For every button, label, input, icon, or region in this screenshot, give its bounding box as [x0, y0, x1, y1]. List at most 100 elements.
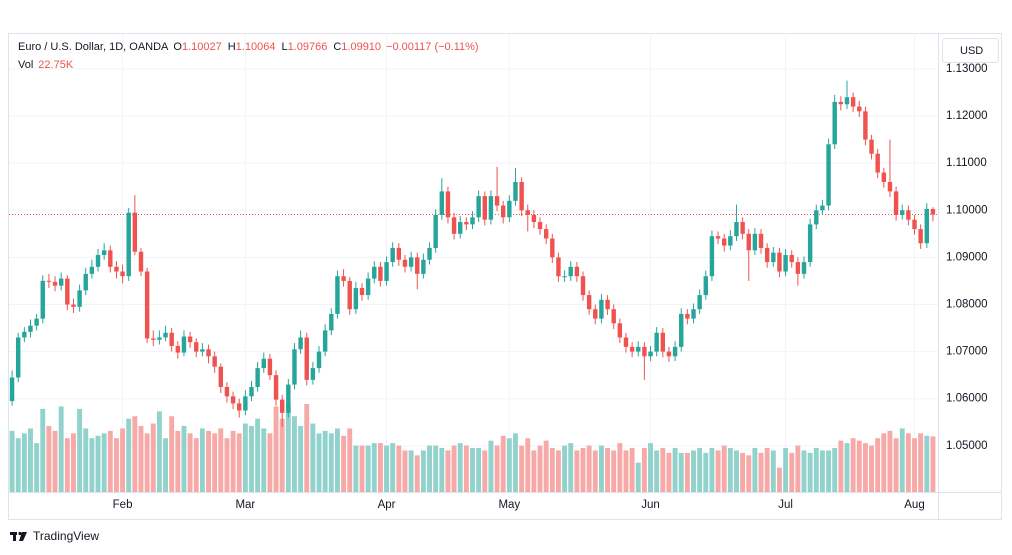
candle-body — [715, 236, 721, 239]
volume-bar — [838, 440, 844, 492]
volume-bar — [795, 445, 801, 492]
volume-bar — [292, 416, 297, 492]
volume-bar — [83, 428, 89, 492]
volume-bar — [52, 430, 58, 492]
candle-body — [46, 280, 52, 282]
candle-body — [875, 153, 880, 173]
candle-body — [685, 313, 690, 319]
candle-body — [187, 336, 193, 343]
volume-bar — [377, 443, 383, 492]
volume-bar — [580, 448, 586, 492]
volume-bar — [463, 445, 469, 492]
volume-bar — [488, 440, 494, 492]
volume-bar — [672, 448, 678, 492]
volume-bar — [261, 428, 267, 492]
candle-body — [237, 403, 242, 411]
candle-body — [617, 323, 623, 338]
candle-body — [777, 252, 782, 272]
volume-bar — [433, 445, 439, 492]
candle-body — [470, 217, 475, 225]
candle-body — [390, 247, 395, 263]
volume-bar — [893, 438, 899, 492]
candle-body — [378, 266, 383, 281]
candle-body — [384, 262, 389, 281]
candle-body — [764, 247, 770, 263]
currency-button[interactable] — [942, 38, 999, 63]
volume-bar — [641, 448, 647, 492]
volume-bar — [764, 448, 770, 492]
volume-bar — [126, 418, 132, 492]
candle-body — [408, 257, 414, 267]
candle-body — [273, 375, 279, 400]
candle-body — [537, 222, 543, 230]
candle-body — [476, 196, 481, 218]
y-tick-label: 1.10000 — [946, 204, 988, 216]
volume-bar — [470, 448, 475, 492]
candle-body — [746, 233, 751, 251]
volume-bar — [451, 445, 457, 492]
candle-body — [580, 276, 586, 296]
x-tick-label: Mar — [235, 499, 255, 511]
volume-bar — [697, 448, 703, 492]
candle-body — [507, 200, 512, 218]
volume-bar — [9, 430, 15, 492]
candle-body — [611, 309, 616, 324]
volume-bar — [71, 433, 76, 492]
volume-bar — [531, 450, 537, 492]
candle-body — [605, 299, 610, 310]
legend-symbol: Euro / U.S. Dollar, 1D, OANDA — [18, 41, 169, 53]
candle-body — [372, 266, 377, 279]
brand-logo — [10, 531, 27, 541]
candle-body — [464, 222, 469, 225]
candle-body — [230, 396, 236, 404]
volume-bar — [249, 426, 254, 492]
candle-body — [752, 233, 758, 251]
volume-bar — [193, 438, 199, 492]
volume-bar — [427, 445, 432, 492]
candle-body — [771, 252, 776, 263]
volume-bar — [930, 436, 936, 492]
brand-name: TradingView — [33, 529, 99, 543]
candle-body — [347, 280, 352, 310]
candle-body — [857, 106, 862, 112]
volume-bar — [28, 428, 33, 492]
volume-bar — [341, 435, 347, 492]
volume-bar — [543, 440, 549, 492]
candle-body — [519, 181, 524, 211]
candle-body — [636, 346, 641, 352]
candle-body — [826, 144, 831, 206]
candle-body — [869, 139, 874, 154]
volume-bar — [273, 406, 279, 492]
candle-body — [267, 358, 273, 376]
volume-bar — [709, 448, 715, 492]
candle-body — [52, 281, 58, 286]
candle-body — [629, 346, 635, 352]
candle-body — [795, 262, 801, 274]
candle-body — [801, 262, 807, 274]
candle-body — [660, 332, 666, 352]
volume-bar — [684, 452, 690, 492]
candle-body — [482, 196, 487, 220]
volume-bar — [752, 448, 758, 492]
candle-body — [120, 271, 125, 277]
candle-body — [562, 276, 567, 278]
volume-bar — [924, 435, 930, 492]
currency-label: USD — [960, 45, 983, 57]
volume-bar — [568, 443, 574, 492]
volume-bar — [156, 411, 162, 492]
volume-bar — [881, 433, 887, 492]
volume-bar — [598, 445, 604, 492]
grid-layer — [9, 35, 938, 492]
y-tick-label: 1.09000 — [946, 251, 988, 263]
candle-body — [666, 351, 672, 357]
volume-bar — [279, 418, 285, 492]
volume-layer — [9, 404, 936, 492]
volume-bar — [611, 450, 617, 492]
volume-bar — [328, 433, 334, 492]
candle-body — [789, 255, 794, 263]
candle-body — [249, 386, 254, 397]
y-tick-label: 1.06000 — [946, 393, 988, 405]
volume-bar — [549, 448, 555, 492]
volume-bar — [605, 448, 611, 492]
volume-bar — [107, 430, 113, 492]
